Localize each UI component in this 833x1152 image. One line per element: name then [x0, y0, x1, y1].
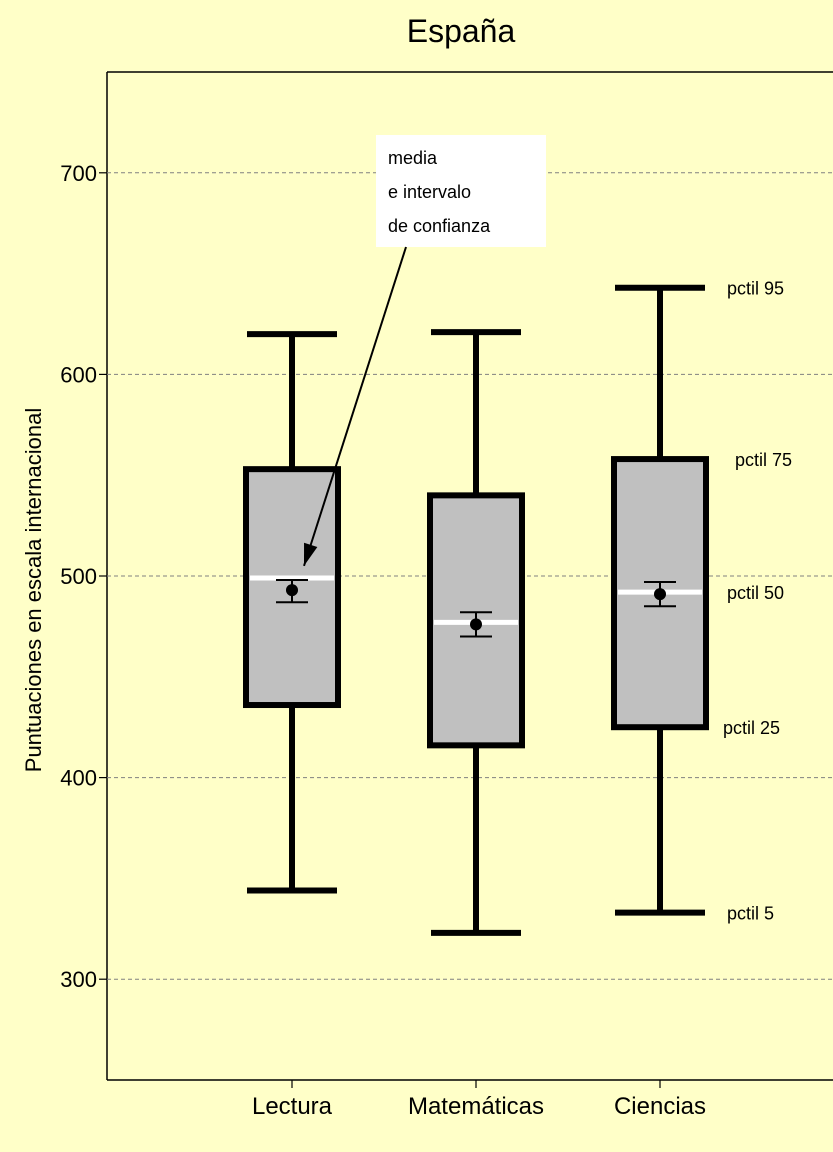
- box-lectura: [243, 331, 341, 894]
- mean-point: [654, 588, 666, 601]
- mean-point: [286, 584, 298, 597]
- y-tick-label: 700: [60, 161, 97, 186]
- y-axis-label: Puntuaciones en escala internacional: [21, 408, 46, 772]
- percentile-label: pctil 5: [727, 904, 774, 924]
- mean-point: [470, 618, 482, 631]
- percentile-label: pctil 75: [735, 450, 792, 470]
- y-tick-label: 600: [60, 362, 97, 387]
- y-tick-label: 300: [60, 967, 97, 992]
- box-ciencias: [611, 284, 709, 916]
- x-tick-label: Matemáticas: [408, 1093, 544, 1120]
- annotation-arrowhead: [304, 542, 318, 566]
- annotation-text: de confianza: [388, 216, 491, 236]
- percentile-label: pctil 50: [727, 583, 784, 603]
- percentile-label: pctil 95: [727, 279, 784, 299]
- annotation-text: media: [388, 148, 438, 168]
- x-tick-label: Ciencias: [614, 1093, 706, 1120]
- y-tick-label: 500: [60, 564, 97, 589]
- annotation-text: e intervalo: [388, 182, 471, 202]
- chart-title: España: [407, 13, 516, 49]
- annotation-box: [376, 135, 546, 247]
- box-matemáticas: [427, 329, 525, 936]
- annotation-arrow-line: [303, 246, 407, 567]
- percentile-label: pctil 25: [723, 718, 780, 738]
- x-tick-label: Lectura: [252, 1093, 333, 1120]
- y-tick-label: 400: [60, 766, 97, 791]
